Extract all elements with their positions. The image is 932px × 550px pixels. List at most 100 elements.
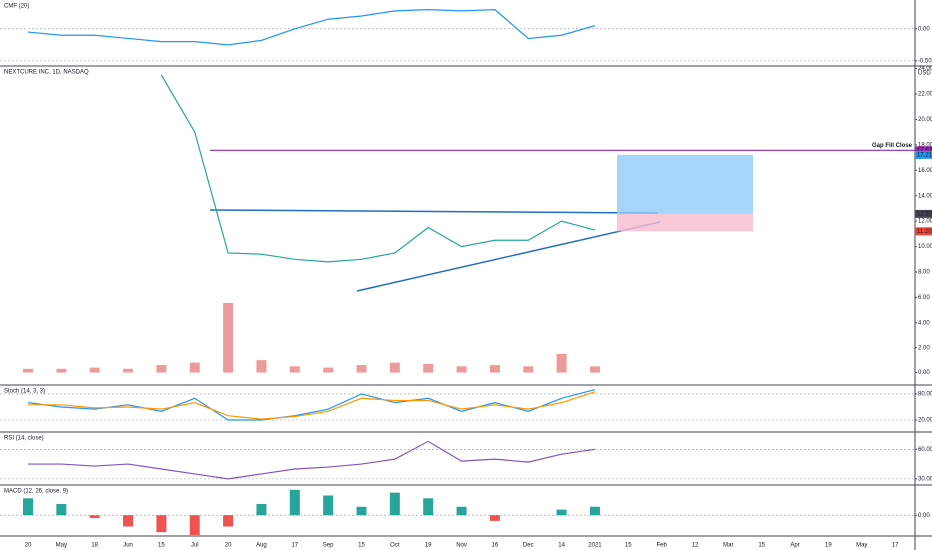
y-tick-label: 0.00	[918, 513, 930, 519]
x-tick-label: 17	[892, 543, 899, 549]
bar	[89, 515, 100, 519]
pane-title: NEXTCURE INC, 1D, NASDAQ	[4, 70, 89, 76]
bar	[256, 360, 267, 373]
x-tick-label: 12	[692, 543, 699, 549]
x-tick-label: Sep	[323, 543, 334, 549]
price-tag-label: 17.21	[917, 152, 932, 158]
price-tag	[915, 227, 932, 236]
support-trendline	[356, 221, 661, 292]
bar	[356, 506, 367, 516]
bar	[23, 498, 33, 516]
unit-label: USD	[918, 71, 931, 77]
x-tick-label: Apr	[790, 543, 799, 549]
series-line	[160, 74, 596, 263]
x-tick-label: 15	[358, 543, 365, 549]
y-tick-label: 14.00	[918, 193, 932, 199]
series-line	[27, 389, 596, 421]
y-tick-label: 20.00	[918, 418, 932, 424]
bar	[589, 506, 600, 516]
x-tick-label: 20	[225, 543, 232, 549]
bar	[389, 492, 400, 516]
bar	[389, 362, 400, 373]
y-tick-label: 18.00	[918, 142, 932, 148]
x-tick-label: Jun	[123, 543, 133, 549]
y-tick-label: -0.50	[918, 58, 932, 64]
bar	[56, 503, 67, 516]
pane-title: RSI (14, close)	[4, 436, 44, 442]
bar	[223, 302, 234, 373]
series-line	[28, 391, 596, 420]
bar	[589, 366, 600, 373]
y-tick-label: 30.00	[918, 476, 932, 482]
y-tick-label: 16.00	[918, 168, 932, 174]
price-tag	[915, 209, 932, 218]
y-tick-label: 10.00	[918, 244, 932, 250]
x-tick-label: Oct	[390, 543, 400, 549]
x-tick-label: Aug	[256, 543, 267, 549]
bar	[289, 366, 300, 373]
y-tick-label: 12.00	[918, 219, 932, 225]
pane-title: CMF (20)	[4, 4, 29, 10]
x-tick-label: 2021	[588, 543, 602, 549]
bar	[456, 506, 467, 516]
x-tick-label: Jul	[191, 543, 199, 549]
y-tick-label: 22.00	[918, 92, 932, 98]
x-tick-label: Nov	[456, 543, 467, 549]
bar	[189, 515, 200, 535]
y-tick-label: 20.00	[918, 117, 932, 123]
y-tick-label: 6.00	[918, 295, 930, 301]
x-tick-label: 15	[158, 543, 165, 549]
bar	[323, 367, 334, 373]
x-tick-label: 19	[425, 543, 432, 549]
y-tick-label: 60.00	[918, 447, 932, 453]
price-tag	[915, 150, 932, 159]
y-tick-label: 8.00	[918, 270, 930, 276]
stop-zone	[617, 213, 753, 232]
x-tick-label: 16	[492, 543, 499, 549]
x-tick-label: 14	[558, 543, 565, 549]
gap-fill-label: Gap Fill Close	[872, 143, 913, 149]
bar	[189, 362, 200, 373]
price-tag	[915, 146, 932, 155]
y-tick-label: 0.00	[918, 370, 930, 376]
bar	[456, 366, 467, 373]
bar	[489, 515, 500, 521]
x-tick-label: 15	[625, 543, 632, 549]
bar	[356, 365, 367, 373]
bar	[223, 515, 234, 527]
pane-title: Stoch (14, 3, 3)	[4, 389, 45, 395]
x-tick-label: Mar	[723, 543, 733, 549]
bar	[423, 363, 434, 373]
bar	[123, 368, 134, 373]
bar	[156, 515, 167, 533]
bar	[289, 489, 300, 516]
bar	[523, 366, 534, 373]
bar	[556, 509, 567, 516]
bar	[56, 368, 67, 373]
y-tick-label: 0.00	[918, 26, 930, 32]
resistance-trendline	[209, 209, 659, 214]
x-tick-label: 20	[25, 543, 32, 549]
series-line	[28, 440, 596, 480]
x-tick-label: 17	[291, 543, 298, 549]
bar	[323, 495, 334, 516]
y-tick-label: 80.00	[918, 392, 932, 398]
bar	[556, 353, 567, 373]
bar	[89, 367, 100, 373]
y-tick-label: 2.00	[918, 345, 930, 351]
x-tick-label: May	[56, 543, 67, 549]
target-zone	[617, 154, 753, 214]
x-tick-label: 19	[825, 543, 832, 549]
bar	[123, 515, 134, 527]
x-tick-label: 18	[91, 543, 98, 549]
y-tick-label: 24.00	[918, 66, 932, 72]
x-tick-label: May	[856, 543, 867, 549]
bar	[256, 503, 267, 516]
y-tick-label: 4.00	[918, 320, 930, 326]
price-tag-label: 12.57	[917, 211, 932, 217]
series-line	[27, 9, 596, 46]
price-tag-label: 17.57	[917, 148, 932, 154]
bar	[489, 365, 500, 373]
x-tick-label: Feb	[656, 543, 667, 549]
